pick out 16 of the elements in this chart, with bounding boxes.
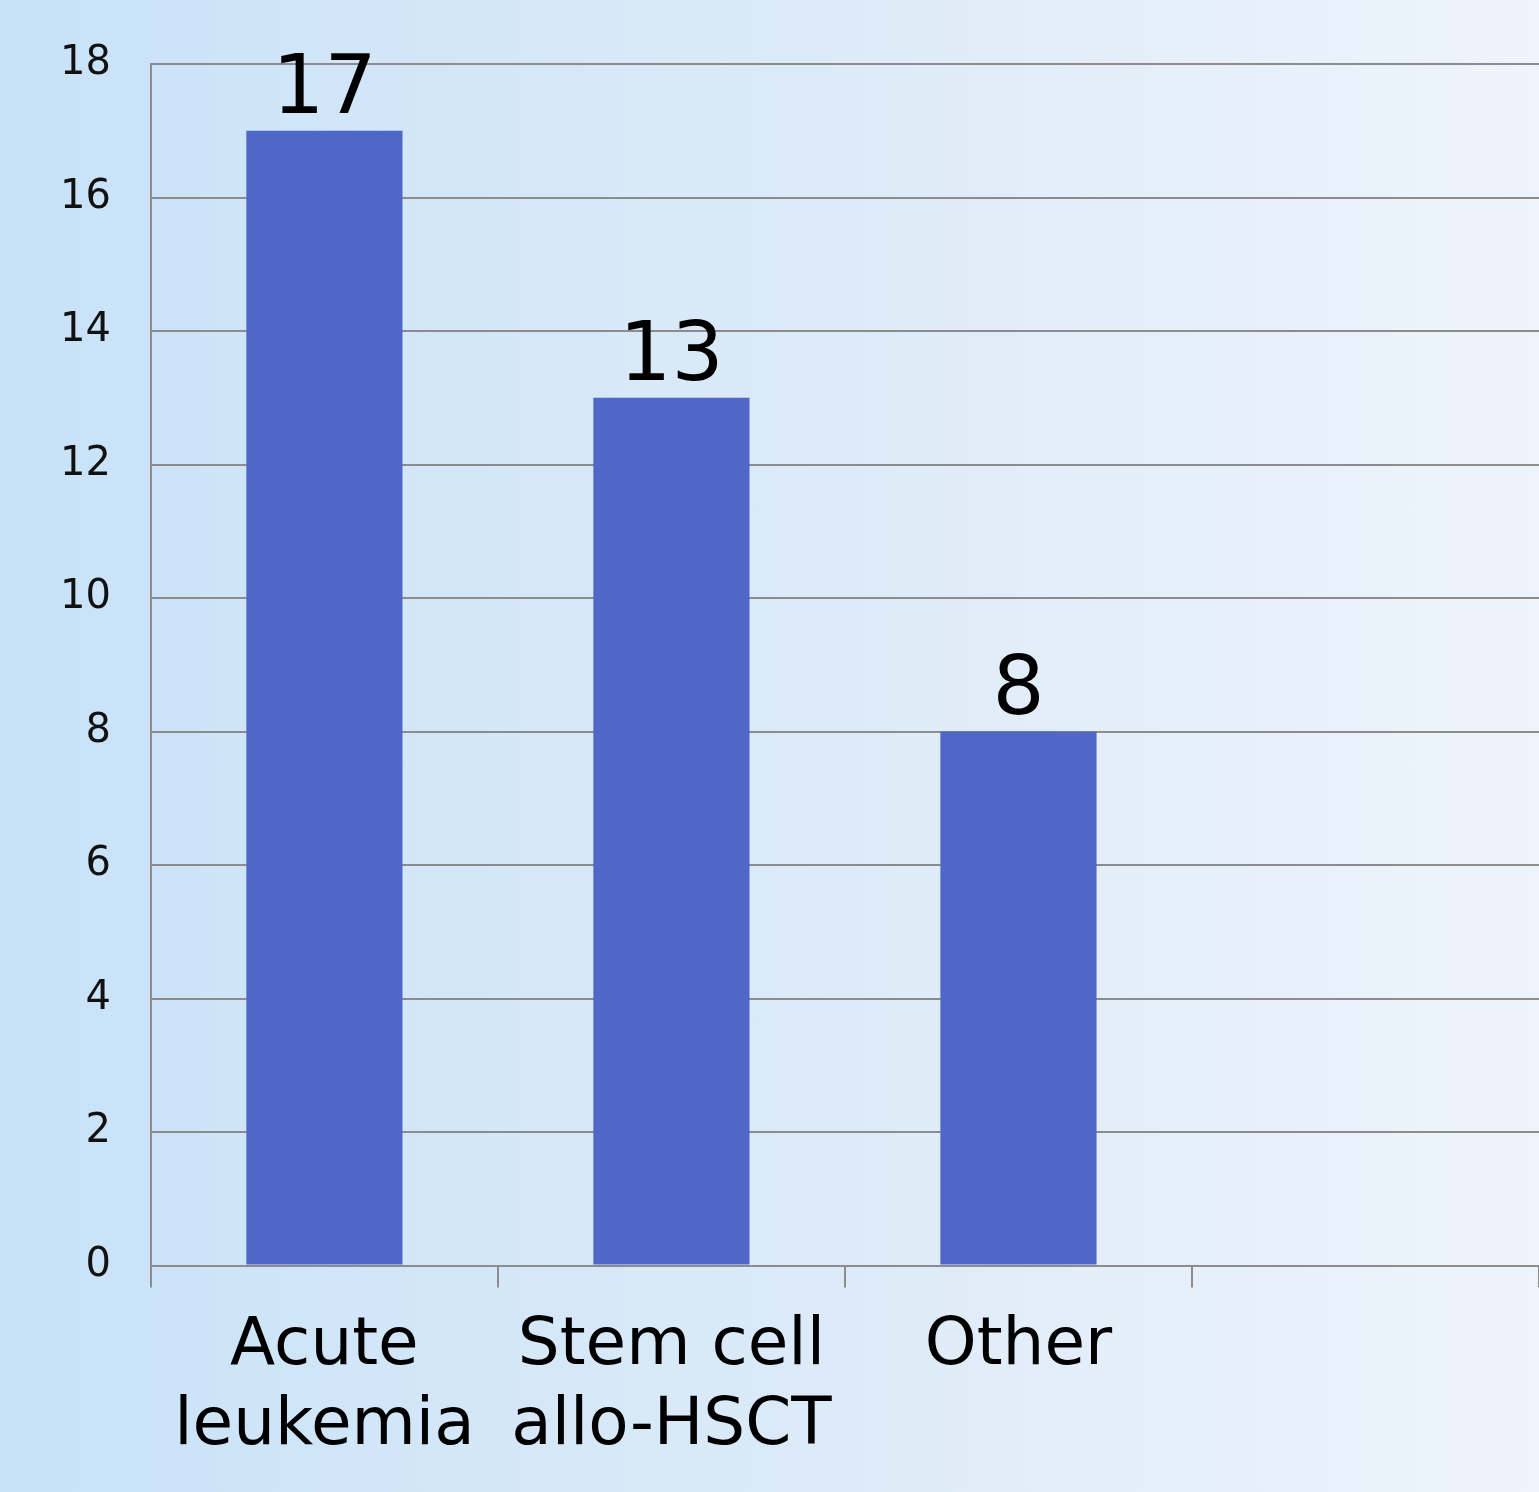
y-tick-label: 18	[59, 37, 111, 84]
y-tick-label: 16	[59, 170, 111, 217]
y-tick-label: 6	[85, 838, 111, 885]
y-tick-label: 0	[85, 1238, 111, 1285]
y-tick-label: 10	[59, 571, 111, 618]
x-tick-label: Acute leukemia	[174, 1303, 475, 1460]
data-label: 13	[619, 304, 724, 400]
data-label: 8	[992, 637, 1045, 733]
x-tick-label: Other	[924, 1303, 1114, 1381]
x-tick-label: Stem cell allo-HSCT	[511, 1303, 833, 1460]
y-tick-label: 4	[85, 971, 111, 1018]
y-tick-label: 12	[59, 437, 111, 484]
y-tick-label: 8	[85, 704, 111, 751]
y-tick-label: 14	[59, 304, 111, 351]
data-label: 17	[272, 37, 377, 133]
y-tick-label: 2	[85, 1105, 111, 1152]
